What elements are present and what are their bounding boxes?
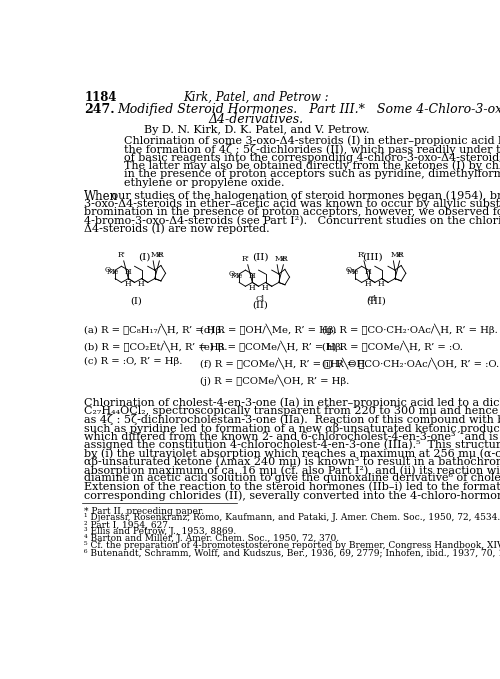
Text: R': R' xyxy=(118,251,126,259)
Text: (c) R = :O, R’ = Hβ.: (c) R = :O, R’ = Hβ. xyxy=(84,357,182,366)
Text: (II): (II) xyxy=(252,253,268,261)
Text: The latter may also be obtained directly from the ketones (I) by chlorination: The latter may also be obtained directly… xyxy=(124,161,500,171)
Text: ⁴ Barton and Miller, J. Amer. Chem. Soc., 1950, 72, 370.: ⁴ Barton and Miller, J. Amer. Chem. Soc.… xyxy=(84,534,340,543)
Text: When: When xyxy=(84,190,118,203)
Text: Me: Me xyxy=(107,268,119,276)
Text: corresponding chlorides (II), severally converted into the 4-chloro-hormones (II: corresponding chlorides (II), severally … xyxy=(84,490,500,501)
Text: By D. N. Kirk, D. K. Patel, and V. Petrow.: By D. N. Kirk, D. K. Patel, and V. Petro… xyxy=(144,125,369,134)
Text: Δ4-steroids (I) are now reported.: Δ4-steroids (I) are now reported. xyxy=(84,224,270,234)
Text: ⁶ Butenandt, Schramm, Wolff, and Kudszus, Ber., 1936, 69, 2779; Inhofen, ibid., : ⁶ Butenandt, Schramm, Wolff, and Kudszus… xyxy=(84,548,500,557)
Text: Δ4-derivatives.: Δ4-derivatives. xyxy=(208,113,304,126)
Text: (f) R = ⟋COMe/╲H, R’ = ⟋H/╲OH.: (f) R = ⟋COMe/╲H, R’ = ⟋H/╲OH. xyxy=(200,357,368,369)
Text: 1184: 1184 xyxy=(84,91,116,104)
Text: O:: O: xyxy=(345,266,354,274)
Text: R': R' xyxy=(242,255,250,263)
Text: (e) R = ⟋COMe/╲H, R’ = Hβ.: (e) R = ⟋COMe/╲H, R’ = Hβ. xyxy=(200,340,344,352)
Text: (a) R = ⟋C₈H₁₇/╲H, R’ = Hβ.: (a) R = ⟋C₈H₁₇/╲H, R’ = Hβ. xyxy=(84,323,224,335)
Text: (g) R = ⟋CO·CH₂·OAc/╲H, R’ = Hβ.: (g) R = ⟋CO·CH₂·OAc/╲H, R’ = Hβ. xyxy=(322,323,498,335)
Text: O:: O: xyxy=(105,266,114,274)
Text: Me: Me xyxy=(347,268,360,276)
Text: diamine in acetic acid solution to give the quinoxaline derivative⁶ of cholestan: diamine in acetic acid solution to give … xyxy=(84,473,500,483)
Text: H: H xyxy=(364,268,371,276)
Text: as 4ζ : 5ζ-dichlorocholestan-3-one (IIa).  Reaction of this compound with basic : as 4ζ : 5ζ-dichlorocholestan-3-one (IIa)… xyxy=(84,414,500,425)
Text: the formation of 4ζ : 5ζ-dichlorides (II), which pass readily under the influenc: the formation of 4ζ : 5ζ-dichlorides (II… xyxy=(124,144,500,155)
Text: of basic reagents into the corresponding 4-chloro-3-oxo-Δ4-steroids  (III).: of basic reagents into the corresponding… xyxy=(124,152,500,163)
Text: Chlorination of some 3-oxo-Δ4-steroids (I) in ether–propionic acid leads to: Chlorination of some 3-oxo-Δ4-steroids (… xyxy=(124,135,500,146)
Text: Me: Me xyxy=(275,255,287,263)
Text: absorption maximum of ca. 16 mμ (cf. also Part I²), and (ii) its reaction with o: absorption maximum of ca. 16 mμ (cf. als… xyxy=(84,465,500,475)
Text: R: R xyxy=(398,251,404,259)
Text: * Part II, preceding paper.: * Part II, preceding paper. xyxy=(84,507,204,515)
Text: H: H xyxy=(124,268,131,276)
Text: (h) R = ⟋COMe/╲H, R’ = :O.: (h) R = ⟋COMe/╲H, R’ = :O. xyxy=(322,340,463,352)
Text: (b) R = ⟋CO₂Et/╲H, R’ = Hβ.: (b) R = ⟋CO₂Et/╲H, R’ = Hβ. xyxy=(84,340,228,352)
Text: C₂₇H₄₄OCl₂, spectroscopically transparent from 220 to 300 mμ and hence formulate: C₂₇H₄₄OCl₂, spectroscopically transparen… xyxy=(84,405,500,416)
Text: which differed from the known 2- and 6-chlorocholest-4-en-3-one³´ and is consequ: which differed from the known 2- and 6-c… xyxy=(84,431,500,442)
Text: H: H xyxy=(364,280,371,288)
Text: Me: Me xyxy=(231,272,243,280)
Text: ³ Ellis and Petrow, J., 1953, 8869.: ³ Ellis and Petrow, J., 1953, 8869. xyxy=(84,528,236,536)
Text: 3-oxo-Δ4-steroids in ether–acetic acid was known to occur by allylic substitutio: 3-oxo-Δ4-steroids in ether–acetic acid w… xyxy=(84,198,500,208)
Text: (III): (III) xyxy=(366,296,386,306)
Text: H: H xyxy=(124,280,131,288)
Text: Chlorination of cholest-4-en-3-one (Ia) in ether–propionic acid led to a dichlor: Chlorination of cholest-4-en-3-one (Ia) … xyxy=(84,397,500,408)
Text: bromination in the presence of proton acceptors, however, we observed formation : bromination in the presence of proton ac… xyxy=(84,207,500,217)
Text: (j) R = ⟋COMe/╲OH, R’ = Hβ.: (j) R = ⟋COMe/╲OH, R’ = Hβ. xyxy=(200,374,350,386)
Text: (I): (I) xyxy=(138,253,150,261)
Text: 4-bromo-3-oxo-Δ4-steroids (see Part I²).   Concurrent studies on the chlorinatio: 4-bromo-3-oxo-Δ4-steroids (see Part I²).… xyxy=(84,215,500,226)
Text: such as pyridine led to formation of a new αβ-unsaturated ketonic product, C₂₇H₄: such as pyridine led to formation of a n… xyxy=(84,422,500,434)
Text: ² Part I, 1954, 627.: ² Part I, 1954, 627. xyxy=(84,520,171,530)
Text: Extension of the reaction to the steroid hormones (IIb–i) led to the formation o: Extension of the reaction to the steroid… xyxy=(84,482,500,492)
Text: R: R xyxy=(282,255,288,263)
Text: R: R xyxy=(158,251,164,259)
Text: H: H xyxy=(138,280,144,288)
Text: Cl: Cl xyxy=(367,295,376,303)
Text: H: H xyxy=(248,272,255,280)
Text: (i) R = ⟋CO·CH₂·OAc/╲OH, R’ = :O.: (i) R = ⟋CO·CH₂·OAc/╲OH, R’ = :O. xyxy=(322,357,499,369)
Text: (III): (III) xyxy=(362,253,383,261)
Text: (II): (II) xyxy=(252,300,268,309)
Text: ethylene or propylene oxide.: ethylene or propylene oxide. xyxy=(124,178,285,187)
Text: (d) R = ⟋OH/╲Me, R’ = Hβ.: (d) R = ⟋OH/╲Me, R’ = Hβ. xyxy=(200,323,337,335)
Text: Modified Steroid Hormones.   Part III.*   Some 4-Chloro-3-oxo-: Modified Steroid Hormones. Part III.* So… xyxy=(117,103,500,116)
Text: in the presence of proton acceptors such as pyridine, dimethylformamide, and: in the presence of proton acceptors such… xyxy=(124,169,500,179)
Text: (I): (I) xyxy=(130,296,142,306)
Text: R': R' xyxy=(358,251,366,259)
Text: ¹ Djerassi, Rosenkranz, Romo, Kaufmann, and Pataki, J. Amer. Chem. Soc., 1950, 7: ¹ Djerassi, Rosenkranz, Romo, Kaufmann, … xyxy=(84,513,500,522)
Text: H: H xyxy=(262,284,268,292)
Text: αβ-unsaturated ketone (λmax 240 mμ) is known³ to result in a bathochromic shift : αβ-unsaturated ketone (λmax 240 mμ) is k… xyxy=(84,456,500,467)
Text: 247.: 247. xyxy=(84,103,115,116)
Text: Kirk, Patel, and Petrow :: Kirk, Patel, and Petrow : xyxy=(184,91,329,104)
Text: Me: Me xyxy=(151,251,163,259)
Text: Me: Me xyxy=(391,251,404,259)
Text: H: H xyxy=(248,284,255,292)
Text: ⁵ Cf. the preparation of 4-bromotestosterone reported by Bremer, Congress Handbo: ⁵ Cf. the preparation of 4-bromotestoste… xyxy=(84,541,500,550)
Text: assigned the constitution 4-chlorocholest-4-en-3-one (IIIa).⁵  This structure is: assigned the constitution 4-chlorocholes… xyxy=(84,439,500,450)
Text: H: H xyxy=(378,280,384,288)
Text: O:: O: xyxy=(229,270,237,278)
Text: by (i) the ultraviolet absorption which reaches a maximum at 256 mμ (α-chlorinat: by (i) the ultraviolet absorption which … xyxy=(84,448,500,458)
Text: Cl: Cl xyxy=(256,295,264,303)
Text: our studies of the halogenation of steroid hormones began (1954), bromination of: our studies of the halogenation of stero… xyxy=(108,190,500,200)
